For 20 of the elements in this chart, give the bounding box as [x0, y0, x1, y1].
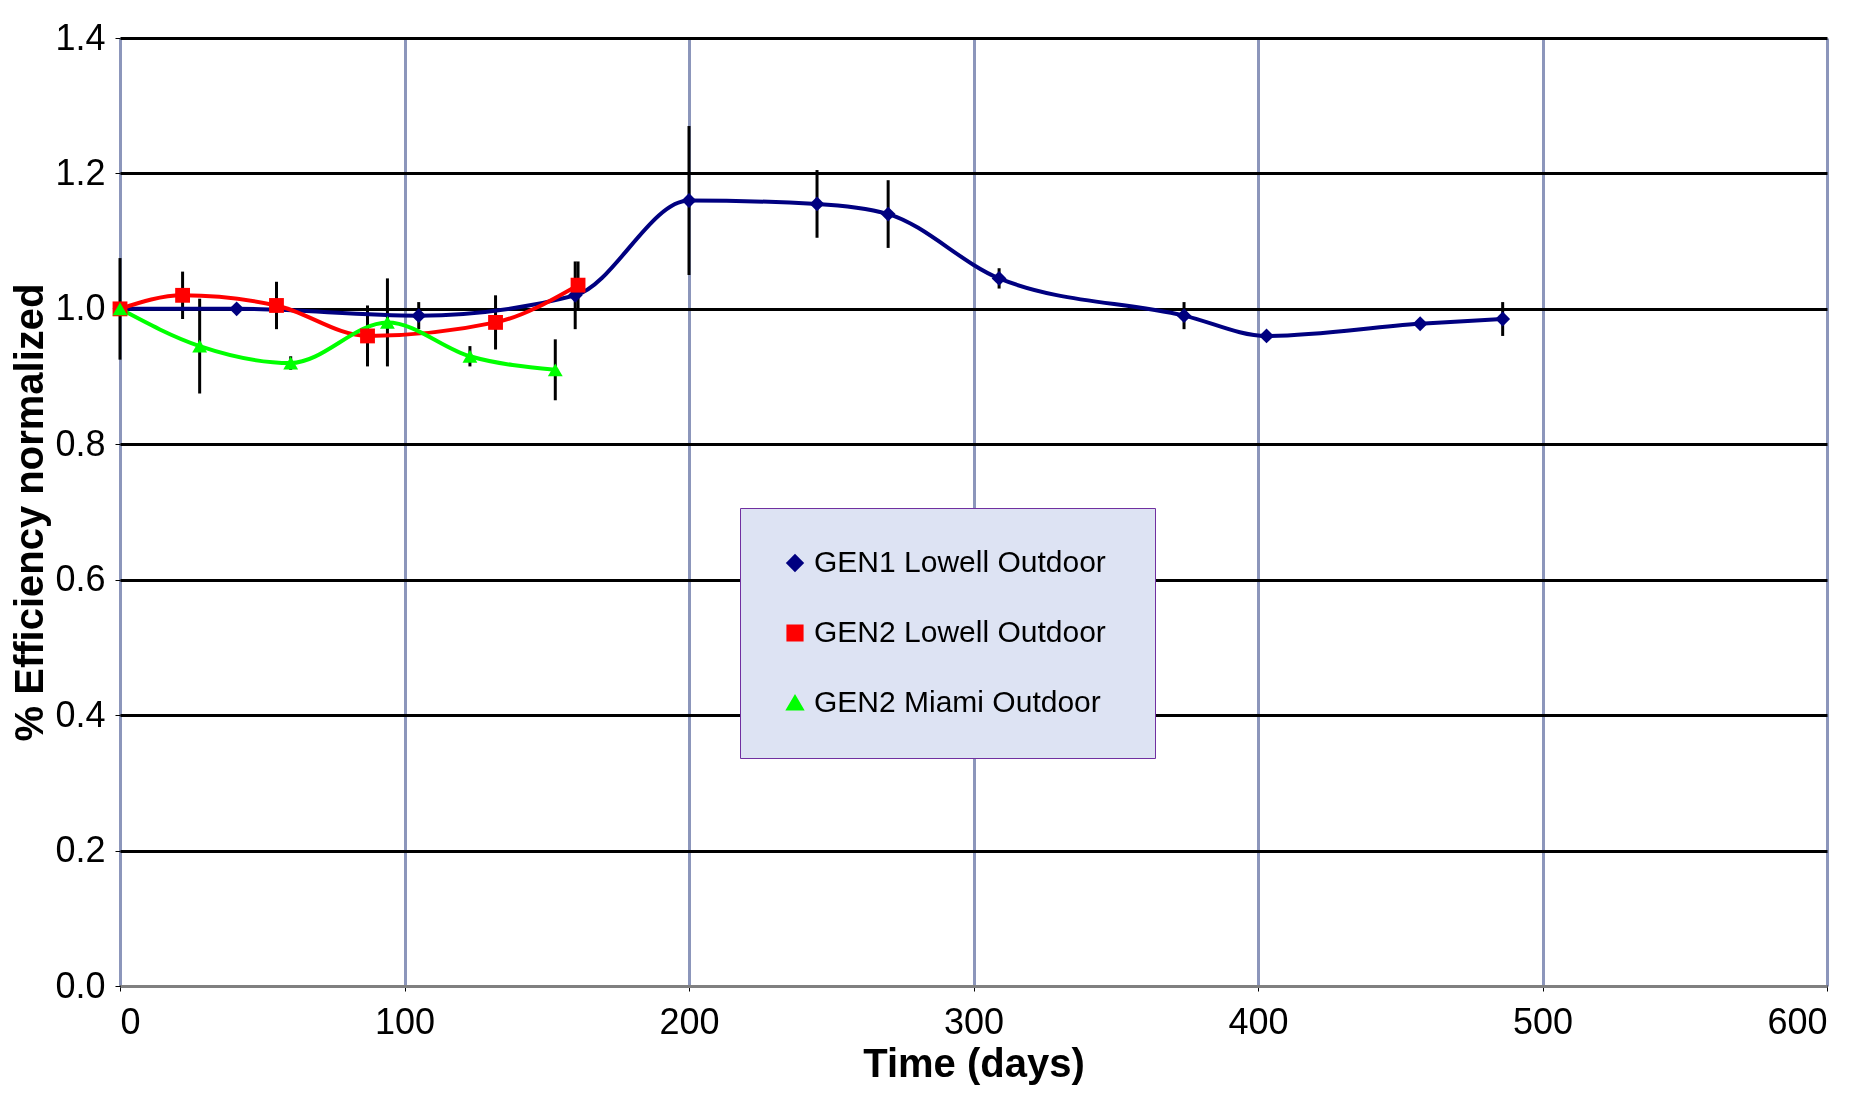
x-tick-label: 100	[374, 1000, 436, 1042]
x-tick-label: 0	[120, 1000, 141, 1042]
x-tick-label: 400	[1228, 1000, 1289, 1042]
x-tick-label: 600	[1767, 1000, 1828, 1042]
legend-label: GEN1 Lowell Outdoor	[814, 545, 1106, 578]
legend-label: GEN2 Lowell Outdoor	[814, 615, 1106, 648]
x-axis-title: Time (days)	[863, 1040, 1085, 1085]
x-tick-label: 300	[943, 1000, 1005, 1042]
x-tick-label: 200	[659, 1000, 720, 1042]
y-tick-label: 1.4	[55, 16, 106, 58]
y-tick-label: 0.4	[55, 693, 106, 735]
y-tick-label: 0.0	[55, 964, 106, 1006]
y-tick-label: 0.2	[55, 829, 106, 871]
y-tick-label: 0.8	[55, 422, 106, 464]
y-tick-label: 1.0	[55, 287, 106, 329]
legend-label: GEN2 Miami Outdoor	[814, 685, 1101, 718]
y-tick-label: 1.2	[55, 151, 106, 193]
y-axis-title: % Efficiency normalized	[7, 283, 52, 742]
x-tick-label: 500	[1512, 1000, 1574, 1042]
y-tick-label: 0.6	[55, 558, 106, 600]
